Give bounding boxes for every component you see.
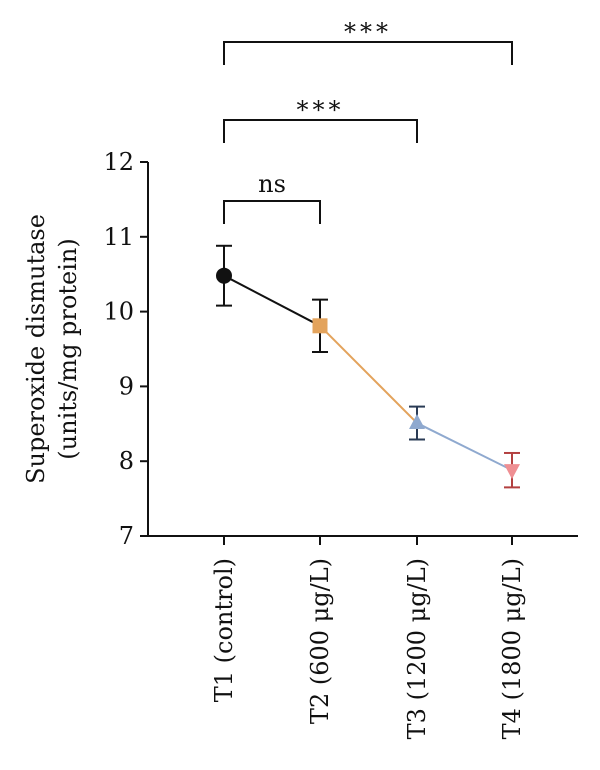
significance-label: ***	[297, 96, 345, 124]
data-point-marker	[409, 414, 425, 430]
significance-label: ***	[344, 18, 392, 46]
series	[216, 244, 520, 489]
y-tick-label: 7	[119, 522, 134, 550]
data-point-marker	[504, 464, 520, 480]
x-tick-label: T4 (1800 μg/L)	[498, 558, 526, 739]
data-point-marker	[216, 267, 232, 284]
series-line-segment	[319, 325, 418, 424]
y-tick-label: 11	[103, 223, 134, 251]
y-tick-label: 12	[103, 148, 134, 176]
y-axis-title-line2: (units/mg protein)	[54, 238, 82, 459]
axes: 7 8 9 10 11 12 T1 (control) T2 (600 μg/L) T3 (12…	[103, 148, 578, 739]
significance-bracket: ns	[223, 170, 321, 224]
y-tick-label: 9	[119, 372, 134, 400]
significance-brackets: ns *** ***	[223, 18, 513, 224]
y-axis-title-line1: Superoxide dismutase	[22, 214, 50, 484]
significance-bracket: ***	[223, 18, 513, 65]
x-tick-label: T3 (1200 μg/L)	[403, 558, 431, 739]
significance-bracket: ***	[223, 96, 418, 143]
series-line-segment	[223, 274, 321, 327]
data-point-marker	[312, 318, 328, 334]
significance-label: ns	[258, 170, 286, 198]
x-tick-label: T2 (600 μg/L)	[306, 558, 334, 724]
x-tick-label: T1 (control)	[210, 558, 238, 702]
y-tick-label: 8	[119, 447, 134, 475]
series-line-segment	[416, 422, 513, 472]
y-tick-label: 10	[103, 298, 134, 326]
